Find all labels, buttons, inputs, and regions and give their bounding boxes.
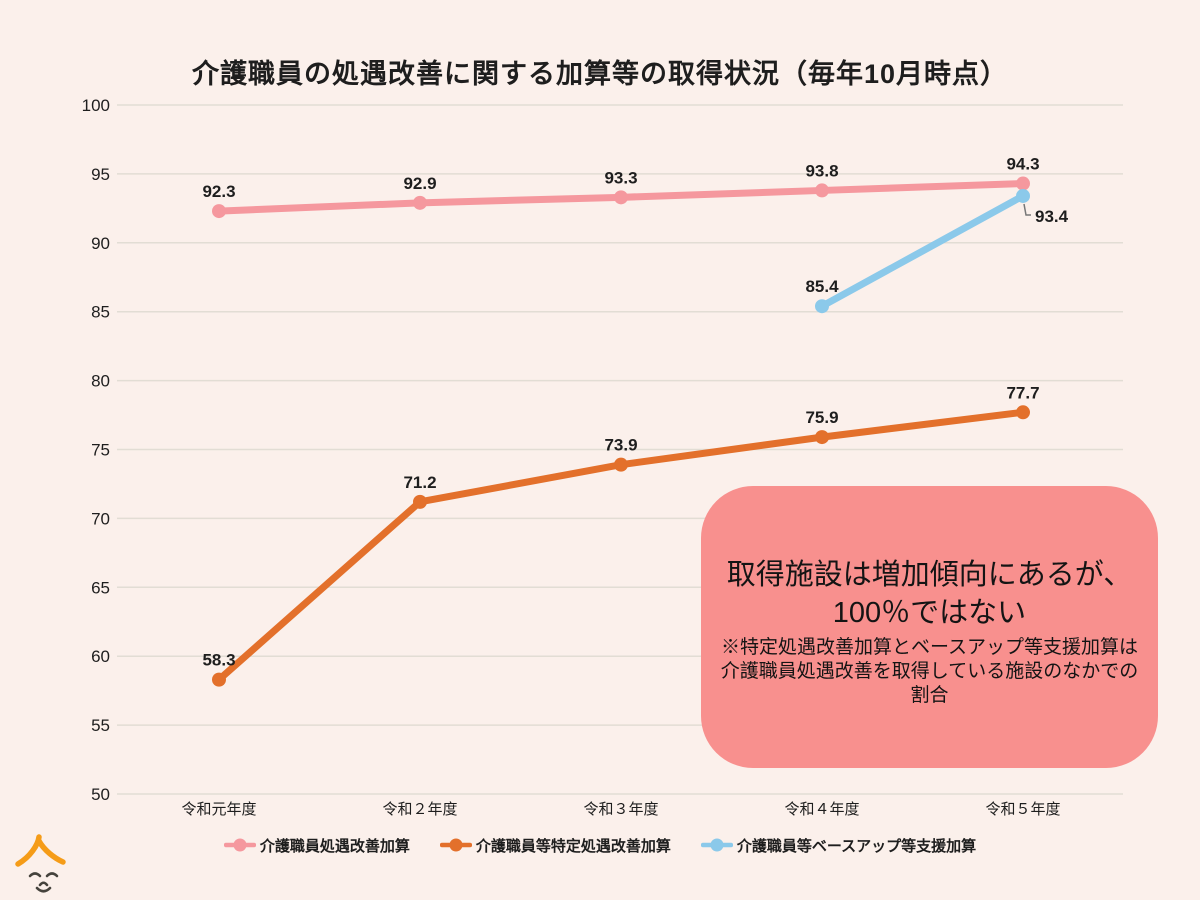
legend-marker-icon (223, 838, 256, 852)
data-point (212, 672, 226, 687)
annotation-heading-line1: 取得施設は増加傾向にあるが、 (726, 559, 1133, 591)
series-line (818, 192, 1027, 310)
legend-item-label: 介護職員処遇改善加算 (259, 837, 410, 855)
data-label: 93.3 (604, 168, 637, 187)
y-tick-label: 95 (91, 165, 110, 184)
x-tick-label: 令和３年度 (583, 801, 658, 818)
y-tick-label: 90 (91, 234, 110, 253)
data-label: 75.9 (805, 408, 838, 427)
legend-item: 介護職員等ベースアップ等支援加算 (700, 835, 977, 856)
data-label: 71.2 (403, 473, 436, 492)
data-point (614, 457, 628, 472)
data-point (614, 190, 628, 205)
data-label: 92.9 (403, 174, 436, 193)
data-point (212, 204, 226, 219)
data-label: 93.4 (1035, 207, 1069, 226)
y-tick-label: 80 (91, 372, 110, 391)
logo-person-roof-left (15, 834, 42, 867)
logo-left-eye (28, 872, 42, 878)
y-tick-label: 65 (91, 578, 110, 597)
legend-item: 介護職員処遇改善加算 (223, 835, 410, 856)
data-point (1016, 405, 1030, 420)
data-label: 94.3 (1006, 155, 1039, 174)
x-tick-label: 令和４年度 (784, 801, 859, 818)
legend-item-label: 介護職員等ベースアップ等支援加算 (736, 837, 977, 855)
annotation-note: ※特定処遇改善加算とベースアップ等支援加算は介護職員処遇改善を取得している施設の… (720, 637, 1139, 706)
logo-nose (38, 881, 49, 887)
legend-marker-icon (439, 838, 472, 852)
data-point (413, 494, 427, 509)
y-tick-label: 70 (91, 509, 110, 528)
x-tick-label: 令和元年度 (181, 801, 256, 818)
annotation-heading: 取得施設は増加傾向にあるが、 100％ではない (717, 556, 1142, 632)
y-tick-label: 75 (91, 441, 110, 460)
y-tick-label: 50 (91, 785, 110, 804)
data-point (1016, 188, 1030, 203)
data-point (815, 299, 829, 314)
annotation-heading-line2: 100％ではない (832, 597, 1027, 629)
legend-item: 介護職員等特定処遇改善加算 (439, 835, 671, 856)
x-tick-label: 令和５年度 (985, 801, 1060, 818)
label-leader-line (1023, 203, 1031, 216)
data-point (1016, 176, 1030, 191)
legend-marker-icon (700, 838, 733, 852)
data-label: 93.8 (805, 161, 838, 180)
annotation-callout: 取得施設は増加傾向にあるが、 100％ではない ※特定処遇改善加算とベースアップ… (701, 486, 1158, 768)
data-label: 92.3 (202, 182, 235, 201)
y-tick-label: 60 (91, 647, 110, 666)
line-chart: 50 55 60 65 70 75 80 85 90 95 100 令和元年度 令和２年度 令和３年度 令和… (82, 96, 1123, 818)
data-label: 58.3 (202, 651, 235, 670)
data-label: 85.4 (805, 277, 839, 296)
logo-right-eye (45, 872, 59, 878)
data-point (815, 183, 829, 198)
data-point (815, 430, 829, 445)
y-tick-label: 55 (91, 716, 110, 735)
data-label: 77.7 (1006, 383, 1039, 402)
logo-smile (35, 886, 52, 893)
y-tick-label: 85 (91, 303, 110, 322)
chart-title: 介護職員の処遇改善に関する加算等の取得状況（毎年10月時点） (191, 59, 1009, 89)
smiling-face-logo (15, 834, 66, 893)
data-label: 73.9 (604, 436, 637, 455)
x-tick-label: 令和２年度 (382, 801, 457, 818)
logo-person-roof-right (36, 838, 66, 865)
y-tick-label: 100 (82, 96, 110, 115)
legend: 介護職員処遇改善加算 介護職員等特定処遇改善加算 介護職員等ベースアップ等支援加算 (0, 834, 1200, 856)
legend-item-label: 介護職員等特定処遇改善加算 (475, 837, 671, 855)
data-point (413, 195, 427, 210)
